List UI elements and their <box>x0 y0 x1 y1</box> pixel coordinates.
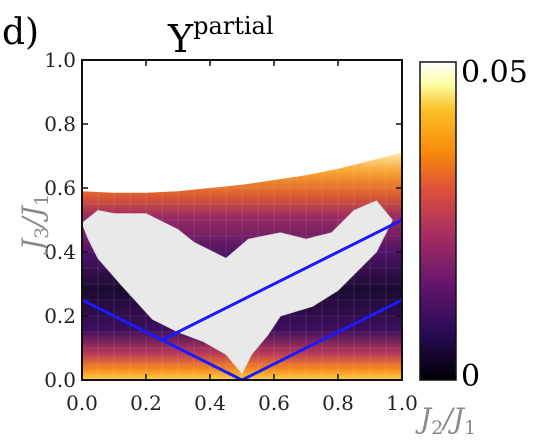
y-tick-label: 0.6 <box>44 176 76 200</box>
y-label-sub2: 1 <box>31 194 53 206</box>
boundary-lines <box>82 218 402 380</box>
x-tick-label: 0.8 <box>322 391 354 415</box>
x-label-main: J <box>415 402 433 435</box>
x-axis-label: J2/J1 <box>415 402 476 439</box>
x-tick-label: 0.2 <box>130 391 162 415</box>
y-tick-label: 0.8 <box>44 112 76 136</box>
y-label-slash: / <box>16 215 49 230</box>
x-label-main2: J <box>448 402 466 435</box>
x-tick-label: 0.0 <box>66 391 98 415</box>
x-tick-label: 1.0 <box>386 391 418 415</box>
masked-region <box>82 200 393 375</box>
y-axis: 0.0 0.2 0.4 0.6 0.8 1.0 <box>44 48 402 392</box>
panel-label: d) <box>2 12 39 53</box>
y-tick-label: 0.4 <box>44 240 76 264</box>
x-tick-label: 0.6 <box>258 391 290 415</box>
x-label-slash: / <box>440 402 455 435</box>
plot-frame <box>81 59 403 381</box>
title-symbol: Υ <box>167 17 194 61</box>
heatmap-plot: 0.0 0.2 0.4 0.6 0.8 1.0 0.0 0.2 0.4 0.6 0.8 1.0 <box>44 48 418 415</box>
boundary-line-1 <box>82 298 402 380</box>
y-tick-label: 1.0 <box>44 48 76 72</box>
boundary-line-2 <box>161 218 402 342</box>
x-label-sub1: 2 <box>431 417 443 439</box>
colorbar-max-label: 0.05 <box>461 55 528 90</box>
y-axis-label: J3/J1 <box>16 194 53 255</box>
y-label-main2: J <box>16 204 49 222</box>
title-superscript: partial <box>193 12 273 40</box>
colorbar-min-label: 0 <box>461 359 480 394</box>
colorbar-gradient <box>419 61 457 381</box>
x-axis: 0.0 0.2 0.4 0.6 0.8 1.0 <box>66 60 418 415</box>
chart-title: Υpartial <box>167 12 274 61</box>
y-tick-label: 0.0 <box>44 368 76 392</box>
y-tick-label: 0.2 <box>44 304 76 328</box>
x-label-sub2: 1 <box>464 417 476 439</box>
x-tick-label: 0.4 <box>194 391 226 415</box>
y-label-main: J <box>16 237 49 255</box>
y-label-sub1: 3 <box>31 227 53 239</box>
colorbar: 0.05 0 <box>419 55 528 394</box>
